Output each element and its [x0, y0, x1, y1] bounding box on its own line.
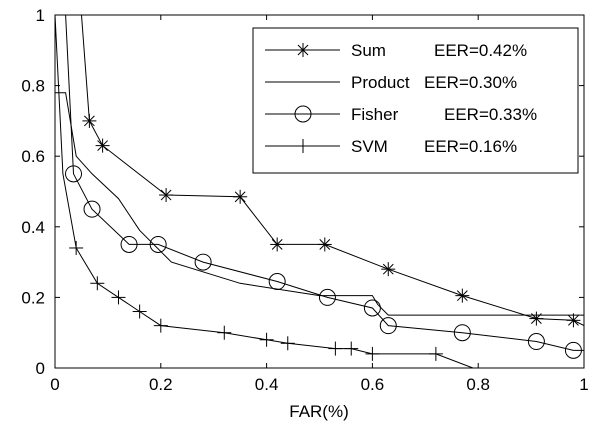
- marker-fisher-0: [65, 165, 83, 183]
- y-tick-label-2: 0.4: [21, 218, 45, 237]
- legend-name-sum: Sum: [351, 41, 386, 60]
- x-tick-label-0: 0: [50, 375, 59, 394]
- marker-svm-0: [69, 240, 84, 255]
- legend: Sum EER=0.42% Product EER=0.30% Fisher EER=0.…: [252, 27, 579, 174]
- x-axis-label: FAR(%): [289, 402, 349, 421]
- marker-svm-11: [428, 346, 443, 361]
- marker-svm-8: [328, 341, 343, 356]
- plot-frame: [54, 14, 585, 369]
- marker-svm-9: [344, 341, 359, 356]
- marker-sum-5: [317, 237, 332, 252]
- marker-svm-3: [132, 304, 147, 319]
- y-tick-label-1: 0.2: [21, 288, 45, 307]
- legend-eer-sum: EER=0.42%: [434, 41, 527, 60]
- marker-svm-4: [153, 318, 168, 333]
- marker-layer: [65, 113, 582, 361]
- marker-sum-4: [270, 237, 285, 252]
- y-tick-label-3: 0.6: [21, 147, 45, 166]
- marker-sum-8: [529, 311, 544, 326]
- marker-sum-3: [233, 189, 248, 204]
- marker-sum-2: [159, 188, 174, 203]
- series-line-fisher: [65, 15, 584, 351]
- legend-marker-sum: [296, 43, 310, 57]
- marker-fisher-10: [527, 333, 545, 351]
- series-line-svm: [55, 15, 584, 368]
- marker-fisher-11: [564, 341, 582, 359]
- legend-eer-fisher: EER=0.33%: [444, 105, 537, 124]
- legend-name-svm: SVM: [351, 137, 388, 156]
- legend-name-fisher: Fisher: [351, 105, 399, 124]
- legend-name-product: Product: [351, 73, 410, 92]
- marker-sum-9: [566, 313, 581, 328]
- x-tick-label-2: 0.4: [255, 375, 279, 394]
- marker-fisher-5: [268, 273, 286, 291]
- series-line-product: [55, 92, 584, 316]
- legend-eer-svm: EER=0.16%: [424, 137, 517, 156]
- marker-svm-10: [365, 346, 380, 361]
- marker-sum-0: [82, 113, 97, 128]
- x-tick-label-3: 0.6: [361, 375, 385, 394]
- marker-fisher-7: [363, 299, 381, 317]
- y-tick-label-5: 1: [36, 6, 45, 25]
- y-tick-label-4: 0.8: [21, 77, 45, 96]
- marker-fisher-6: [318, 288, 336, 306]
- marker-fisher-3: [149, 235, 167, 253]
- x-tick-label-4: 0.8: [466, 375, 490, 394]
- legend-marker-fisher: [294, 105, 312, 123]
- marker-fisher-9: [453, 324, 471, 342]
- marker-svm-1: [90, 276, 105, 291]
- x-tick-label-5: 1: [579, 375, 588, 394]
- legend-eer-product: EER=0.30%: [424, 73, 517, 92]
- marker-svm-2: [111, 290, 126, 305]
- legend-box: [252, 27, 579, 174]
- x-tick-label-1: 0.2: [149, 375, 173, 394]
- legend-marker-svm: [296, 139, 310, 153]
- marker-sum-7: [455, 288, 470, 303]
- marker-svm-5: [217, 325, 232, 340]
- marker-sum-1: [95, 138, 110, 153]
- marker-svm-6: [259, 332, 274, 347]
- marker-svm-7: [280, 336, 295, 351]
- marker-fisher-2: [120, 235, 138, 253]
- marker-sum-6: [381, 262, 396, 277]
- marker-fisher-1: [83, 200, 101, 218]
- y-tick-label-0: 0: [36, 359, 45, 378]
- marker-fisher-8: [379, 317, 397, 335]
- marker-fisher-4: [194, 253, 212, 271]
- axis-ticks: 0 0.2 0.4 0.6 0.8 1 0 0.2 0.4 0.6 0.8 1: [21, 6, 588, 394]
